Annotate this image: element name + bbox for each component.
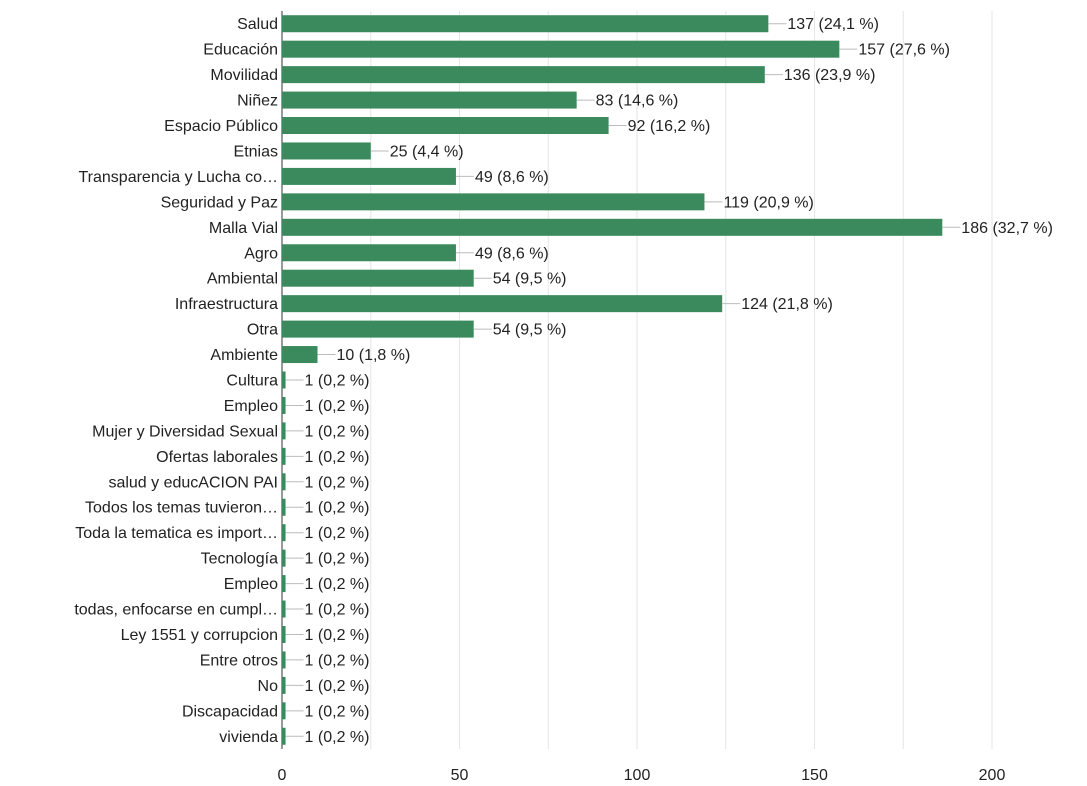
category-label: Mujer y Diversidad Sexual [92,423,278,440]
data-label: 1 (0,2 %) [305,398,370,415]
bar [282,66,765,84]
data-label: 54 (9,5 %) [493,271,567,288]
data-label: 54 (9,5 %) [493,322,567,339]
bar [282,167,456,185]
bar [282,498,286,516]
data-label: 1 (0,2 %) [305,373,370,390]
data-label: 1 (0,2 %) [305,576,370,593]
data-label: 1 (0,2 %) [305,551,370,568]
category-label: Agro [244,245,278,262]
bar [282,346,318,364]
x-tick-label: 0 [278,767,287,784]
bar [282,295,723,313]
data-label: 124 (21,8 %) [741,296,833,313]
category-label: Otra [247,322,278,339]
category-label: Etnias [234,143,278,160]
category-label: Movilidad [210,67,278,84]
bar [282,142,371,160]
bar [282,676,286,694]
x-tick-label: 100 [624,767,651,784]
data-label: 1 (0,2 %) [305,500,370,517]
category-label: Todos los temas tuvieron… [85,500,278,517]
data-label: 119 (20,9 %) [723,194,813,211]
data-label: 1 (0,2 %) [305,449,370,466]
data-label: 136 (23,9 %) [784,67,876,84]
x-tick-label: 50 [451,767,469,784]
data-label: 157 (27,6 %) [858,42,950,59]
category-label: Seguridad y Paz [161,194,278,211]
category-label: Tecnología [201,551,278,568]
bar [282,269,474,287]
bar [282,524,286,542]
category-label: salud y educACION PAI [108,474,278,491]
category-label: Infraestructura [175,296,278,313]
data-label: 1 (0,2 %) [305,652,370,669]
x-tick-label: 200 [979,767,1006,784]
category-label: Malla Vial [209,220,278,237]
bar [282,396,286,414]
category-label: Toda la tematica es import… [75,525,278,542]
bar [282,422,286,440]
data-label: 1 (0,2 %) [305,525,370,542]
category-label: todas, enfocarse en cumpl… [74,602,278,619]
bar [282,218,943,236]
bar [282,320,474,338]
data-label: 1 (0,2 %) [305,602,370,619]
data-label: 1 (0,2 %) [305,678,370,695]
category-label: Discapacidad [182,703,278,720]
bar [282,727,286,745]
category-label: Transparencia y Lucha co… [78,169,278,186]
category-labels-group: Salud Educación Movilidad Niñez Espacio Públ… [74,16,278,746]
data-label: 1 (0,2 %) [305,423,370,440]
category-label: Entre otros [200,652,278,669]
category-label: Niñez [237,93,278,110]
category-label: Ambiental [207,271,278,288]
bars-group [282,15,943,745]
category-label: Educación [203,42,278,59]
bar [282,244,456,262]
bar [282,702,286,720]
category-label: Ley 1551 y corrupcion [121,627,278,644]
category-label: Ofertas laborales [156,449,278,466]
data-label: 49 (8,6 %) [475,245,549,262]
bar [282,651,286,669]
bar [282,600,286,618]
category-label: Empleo [224,398,278,415]
bar [282,371,286,389]
bar [282,91,577,109]
data-label: 1 (0,2 %) [305,729,370,746]
category-label: Espacio Público [164,118,278,135]
category-label: Ambiente [210,347,278,364]
bar [282,40,840,58]
data-labels-group: 137 (24,1 %) 157 (27,6 %) 136 (23,9 %) 83 (… [285,16,1053,746]
x-tick-label: 150 [801,767,828,784]
data-label: 1 (0,2 %) [305,627,370,644]
data-label: 10 (1,8 %) [337,347,411,364]
bar [282,193,705,211]
category-label: No [258,678,279,695]
data-label: 1 (0,2 %) [305,474,370,491]
category-label: Salud [237,16,278,33]
data-label: 83 (14,6 %) [596,93,679,110]
bar [282,473,286,491]
bar [282,575,286,593]
bar [282,625,286,643]
x-axis-ticks-group: 0 50 100 150 200 [278,767,1006,784]
data-label: 49 (8,6 %) [475,169,549,186]
category-label: Empleo [224,576,278,593]
category-label: Cultura [226,373,278,390]
bar [282,117,609,135]
data-label: 1 (0,2 %) [305,703,370,720]
data-label: 137 (24,1 %) [787,16,879,33]
category-label: vivienda [219,729,278,746]
data-label: 25 (4,4 %) [390,143,464,160]
data-label: 186 (32,7 %) [961,220,1053,237]
bar [282,549,286,567]
bar [282,447,286,465]
bar [282,15,769,33]
data-label: 92 (16,2 %) [628,118,711,135]
